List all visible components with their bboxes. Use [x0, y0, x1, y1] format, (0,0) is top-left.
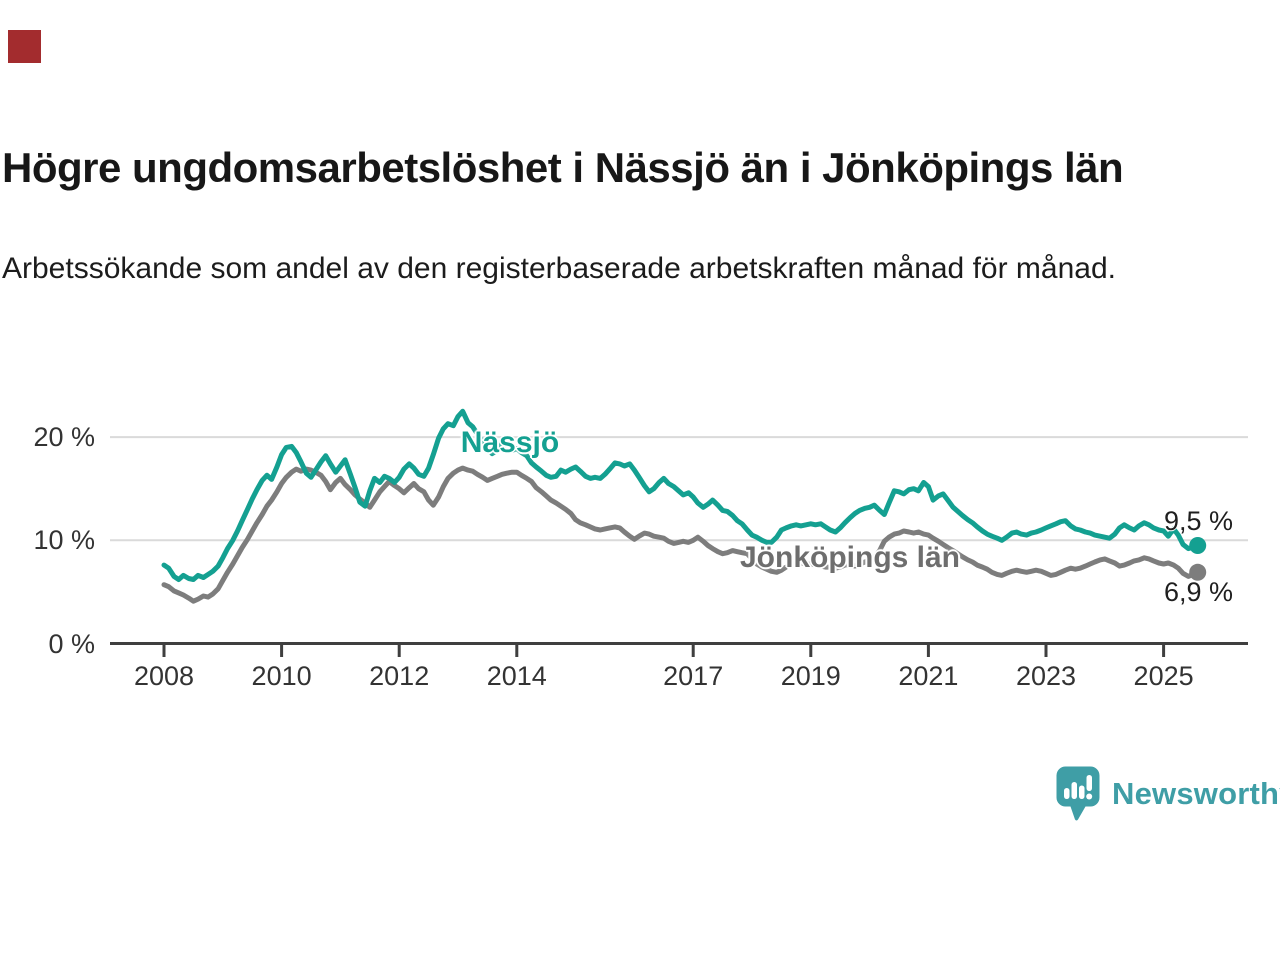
y-tick-label: 10 % — [33, 525, 95, 556]
x-tick-label: 2025 — [1133, 661, 1194, 691]
y-tick-label: 20 % — [33, 422, 95, 453]
series-line-jonkopings-lan — [161, 465, 1201, 604]
page-title: Högre ungdomsarbetslöshet i Nässjö än i … — [2, 144, 1124, 191]
brand-square — [8, 30, 41, 63]
newsworthy-logo: Newsworthy — [1056, 766, 1280, 821]
x-tick-label: 2017 — [663, 661, 724, 691]
end-value-label-nassjo: 9,5 % — [1164, 506, 1234, 536]
end-dot-nassjo — [1189, 536, 1207, 554]
x-tick-label: 2014 — [486, 661, 547, 691]
logo-text: Newsworthy — [1112, 776, 1280, 811]
series-line-nassjo — [161, 408, 1201, 582]
speech-bubble-bar-chart-icon — [1056, 766, 1100, 821]
page-subtitle: Arbetssökande som andel av den registerb… — [2, 252, 1116, 285]
end-value-label-jonkopings-lan: 6,9 % — [1164, 577, 1234, 607]
x-tick-label: 2023 — [1015, 661, 1077, 691]
x-tick-label: 2019 — [780, 661, 841, 691]
end-dot-jonkopings-lan — [1189, 563, 1207, 581]
series-label-nassjo: Nässjö — [460, 426, 560, 459]
x-tick-label: 2012 — [369, 661, 430, 691]
x-tick-label: 2008 — [133, 661, 195, 691]
x-tick-label: 2010 — [251, 661, 312, 691]
x-tick-label: 2021 — [898, 661, 959, 691]
series-label-jonkopings-lan: Jönköpings län — [739, 541, 961, 574]
y-tick-label: 0 % — [48, 628, 95, 659]
